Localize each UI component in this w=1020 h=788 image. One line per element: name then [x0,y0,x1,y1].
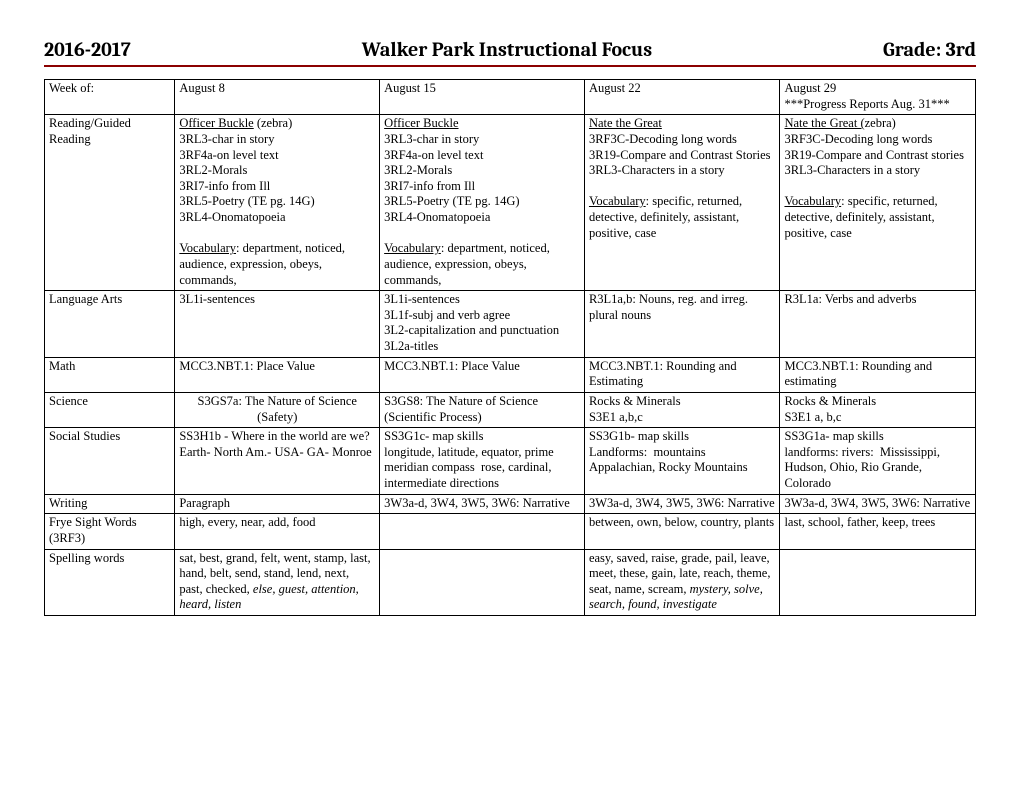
writing-w3: 3W3a-d, 3W4, 3W5, 3W6: Narrative [584,494,780,514]
science-w1: S3GS7a: The Nature of Science (Safety) [175,392,380,427]
frye-w1: high, every, near, add, food [175,514,380,549]
row-social: Social Studies SS3H1b - Where in the wor… [45,428,976,495]
spelling-label: Spelling words [45,549,175,616]
spelling-w1: sat, best, grand, felt, went, stamp, las… [175,549,380,616]
spelling-w3: easy, saved, raise, grade, pail, leave, … [584,549,780,616]
weekof-3: August 22 [584,80,780,115]
header-year: 2016-2017 [44,38,131,61]
weekof-label: Week of: [45,80,175,115]
reading-w2: Officer Buckle 3RL3-char in story 3RF4a-… [380,115,585,291]
writing-w4: 3W3a-d, 3W4, 3W5, 3W6: Narrative [780,494,976,514]
social-w2: SS3G1c- map skills longitude, latitude, … [380,428,585,495]
weekof-4: August 29 ***Progress Reports Aug. 31*** [780,80,976,115]
frye-w4: last, school, father, keep, trees [780,514,976,549]
page-header: 2016-2017 Walker Park Instructional Focu… [44,38,976,67]
frye-w2 [380,514,585,549]
spelling-w2 [380,549,585,616]
reading-w4: Nate the Great (zebra) 3RF3C-Decoding lo… [780,115,976,291]
reading-w1: Officer Buckle (zebra) 3RL3-char in stor… [175,115,380,291]
science-w4: Rocks & Minerals S3E1 a, b,c [780,392,976,427]
math-w2: MCC3.NBT.1: Place Value [380,357,585,392]
langarts-label: Language Arts [45,291,175,358]
reading-label: Reading/Guided Reading [45,115,175,291]
frye-label: Frye Sight Words (3RF3) [45,514,175,549]
row-frye: Frye Sight Words (3RF3) high, every, nea… [45,514,976,549]
row-writing: Writing Paragraph 3W3a-d, 3W4, 3W5, 3W6:… [45,494,976,514]
social-w1: SS3H1b - Where in the world are we? Eart… [175,428,380,495]
header-grade: Grade: 3rd [883,38,976,61]
math-w1: MCC3.NBT.1: Place Value [175,357,380,392]
math-w3: MCC3.NBT.1: Rounding and Estimating [584,357,780,392]
row-reading: Reading/Guided Reading Officer Buckle (z… [45,115,976,291]
social-w3: SS3G1b- map skills Landforms: mountains … [584,428,780,495]
row-langarts: Language Arts 3L1i-sentences 3L1i-senten… [45,291,976,358]
social-w4: SS3G1a- map skills landforms: rivers: Mi… [780,428,976,495]
science-w3: Rocks & Minerals S3E1 a,b,c [584,392,780,427]
spelling-w4 [780,549,976,616]
header-title: Walker Park Instructional Focus [362,38,652,61]
langarts-w3: R3L1a,b: Nouns, reg. and irreg. plural n… [584,291,780,358]
row-spelling: Spelling words sat, best, grand, felt, w… [45,549,976,616]
writing-w1: Paragraph [175,494,380,514]
row-science: Science S3GS7a: The Nature of Science (S… [45,392,976,427]
weekof-4-date: August 29 [784,81,836,95]
weekof-1: August 8 [175,80,380,115]
social-label: Social Studies [45,428,175,495]
writing-label: Writing [45,494,175,514]
row-math: Math MCC3.NBT.1: Place Value MCC3.NBT.1:… [45,357,976,392]
frye-w3: between, own, below, country, plants [584,514,780,549]
langarts-w4: R3L1a: Verbs and adverbs [780,291,976,358]
math-w4: MCC3.NBT.1: Rounding and estimating [780,357,976,392]
science-w2: S3GS8: The Nature of Science (Scientific… [380,392,585,427]
reading-w3: Nate the Great 3RF3C-Decoding long words… [584,115,780,291]
weekof-4-note: ***Progress Reports Aug. 31*** [784,97,949,111]
writing-w2: 3W3a-d, 3W4, 3W5, 3W6: Narrative [380,494,585,514]
langarts-w1: 3L1i-sentences [175,291,380,358]
weekof-2: August 15 [380,80,585,115]
science-label: Science [45,392,175,427]
row-weekof: Week of: August 8 August 15 August 22 Au… [45,80,976,115]
focus-table: Week of: August 8 August 15 August 22 Au… [44,79,976,616]
langarts-w2: 3L1i-sentences 3L1f-subj and verb agree … [380,291,585,358]
math-label: Math [45,357,175,392]
